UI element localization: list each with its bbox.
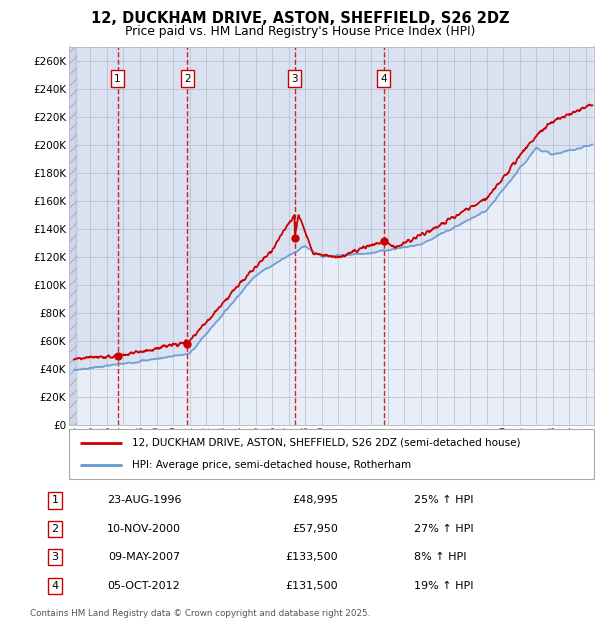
Text: 05-OCT-2012: 05-OCT-2012	[107, 581, 181, 591]
Text: 10-NOV-2000: 10-NOV-2000	[107, 524, 181, 534]
Text: £131,500: £131,500	[286, 581, 338, 591]
Text: 12, DUCKHAM DRIVE, ASTON, SHEFFIELD, S26 2DZ: 12, DUCKHAM DRIVE, ASTON, SHEFFIELD, S26…	[91, 11, 509, 26]
Text: 2: 2	[184, 74, 191, 84]
Text: 27% ↑ HPI: 27% ↑ HPI	[414, 524, 473, 534]
Text: 19% ↑ HPI: 19% ↑ HPI	[414, 581, 473, 591]
Text: £48,995: £48,995	[292, 495, 338, 505]
Text: 23-AUG-1996: 23-AUG-1996	[107, 495, 181, 505]
Text: 4: 4	[52, 581, 58, 591]
Text: HPI: Average price, semi-detached house, Rotherham: HPI: Average price, semi-detached house,…	[132, 460, 411, 470]
Text: 09-MAY-2007: 09-MAY-2007	[108, 552, 180, 562]
Text: 1: 1	[52, 495, 58, 505]
Text: 1: 1	[114, 74, 121, 84]
Text: 4: 4	[380, 74, 387, 84]
Text: £133,500: £133,500	[286, 552, 338, 562]
Text: 3: 3	[291, 74, 298, 84]
Text: 3: 3	[52, 552, 58, 562]
Text: Price paid vs. HM Land Registry's House Price Index (HPI): Price paid vs. HM Land Registry's House …	[125, 25, 475, 38]
Text: Contains HM Land Registry data © Crown copyright and database right 2025.: Contains HM Land Registry data © Crown c…	[30, 609, 370, 618]
Text: 25% ↑ HPI: 25% ↑ HPI	[414, 495, 473, 505]
Text: 8% ↑ HPI: 8% ↑ HPI	[414, 552, 467, 562]
Text: £57,950: £57,950	[293, 524, 338, 534]
Text: 2: 2	[52, 524, 58, 534]
Text: 12, DUCKHAM DRIVE, ASTON, SHEFFIELD, S26 2DZ (semi-detached house): 12, DUCKHAM DRIVE, ASTON, SHEFFIELD, S26…	[132, 438, 521, 448]
FancyBboxPatch shape	[69, 429, 594, 479]
